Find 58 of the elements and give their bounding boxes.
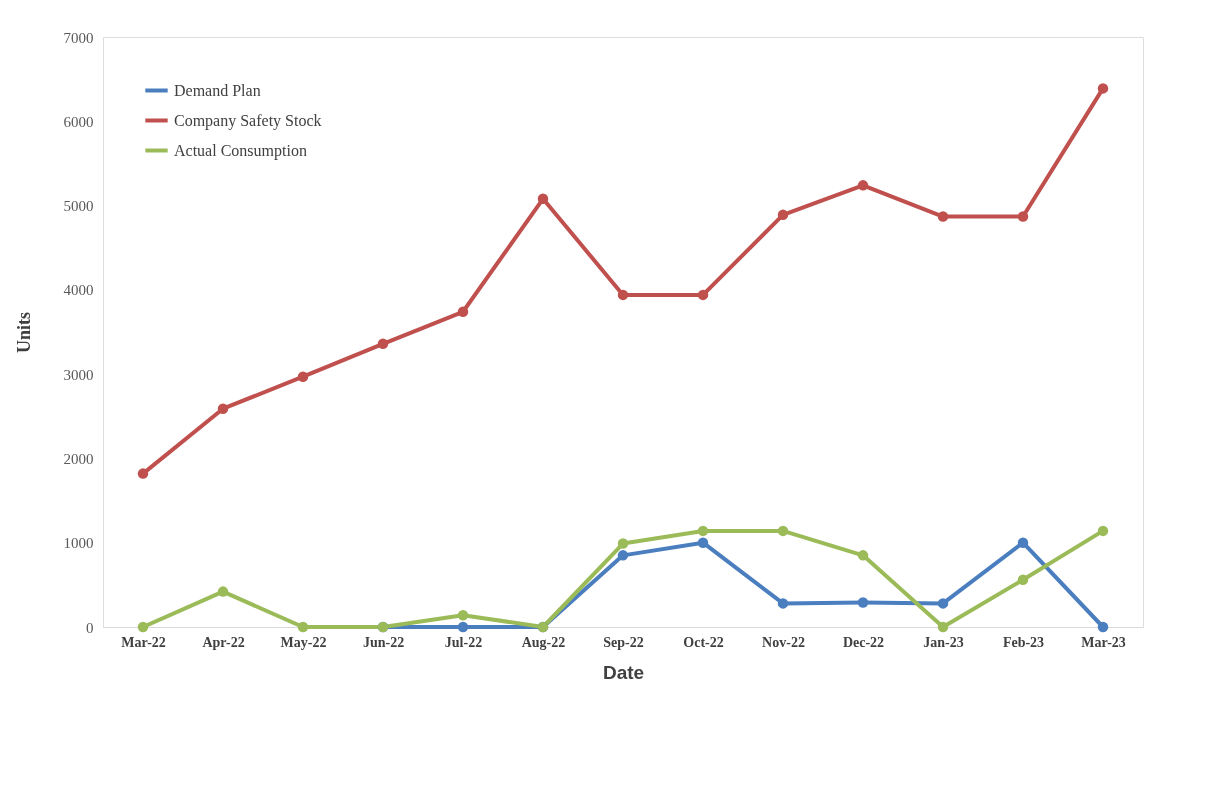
point xyxy=(297,621,309,633)
point xyxy=(297,371,309,382)
x-axis-title: Date xyxy=(602,661,645,683)
point xyxy=(777,598,789,609)
x-tick-label: Aug-22 xyxy=(521,634,566,650)
point xyxy=(937,598,949,609)
point xyxy=(937,621,949,633)
x-tick-label: Sep-22 xyxy=(603,634,644,650)
y-tick-label: 2000 xyxy=(63,450,94,467)
point xyxy=(457,306,469,318)
point xyxy=(217,586,229,597)
x-tick-label: Oct-22 xyxy=(683,634,724,650)
point xyxy=(857,550,869,561)
x-tick-label: May-22 xyxy=(280,634,327,650)
point xyxy=(377,338,389,350)
point xyxy=(1097,621,1109,633)
x-tick-label: Nov-22 xyxy=(762,634,805,650)
y-tick-label: 7000 xyxy=(63,29,94,46)
point xyxy=(137,468,149,479)
x-tick-label: Dec-22 xyxy=(842,634,885,650)
x-tick-label: Jun-22 xyxy=(362,634,405,650)
x-tick-label: Jan-23 xyxy=(923,634,964,650)
point xyxy=(1017,211,1029,222)
x-tick-label: Jul-22 xyxy=(444,634,483,650)
point xyxy=(217,403,229,414)
point xyxy=(697,525,709,537)
legend-label: Actual Consumption xyxy=(174,141,307,160)
point xyxy=(1097,525,1109,537)
point xyxy=(697,289,709,301)
point xyxy=(857,180,869,191)
x-tick-label: Feb-23 xyxy=(1002,634,1045,650)
point xyxy=(1017,537,1029,548)
legend-label: Company Safety Stock xyxy=(174,111,322,130)
point xyxy=(617,550,629,561)
y-tick-label: 3000 xyxy=(63,366,94,383)
y-tick-label: 6000 xyxy=(63,113,94,130)
x-tick-label: Mar-22 xyxy=(121,634,166,650)
point xyxy=(937,211,949,222)
point xyxy=(777,525,789,537)
point xyxy=(137,621,149,633)
point xyxy=(457,609,469,621)
point xyxy=(697,537,709,548)
x-tick-label: Mar-23 xyxy=(1081,634,1126,650)
y-tick-label: 4000 xyxy=(63,282,94,299)
point xyxy=(777,209,789,221)
x-tick-label: Apr-22 xyxy=(202,634,245,650)
point xyxy=(857,597,869,608)
legend-label: Demand Plan xyxy=(174,81,261,99)
point xyxy=(1097,83,1109,94)
point xyxy=(1017,574,1029,586)
y-axis-title: Units xyxy=(13,311,34,354)
y-tick-label: 1000 xyxy=(63,535,94,552)
y-tick-label: 5000 xyxy=(63,198,94,215)
point xyxy=(457,621,469,633)
point xyxy=(617,538,629,549)
point xyxy=(537,193,549,205)
y-tick-label: 0 xyxy=(86,619,94,636)
point xyxy=(617,289,629,301)
